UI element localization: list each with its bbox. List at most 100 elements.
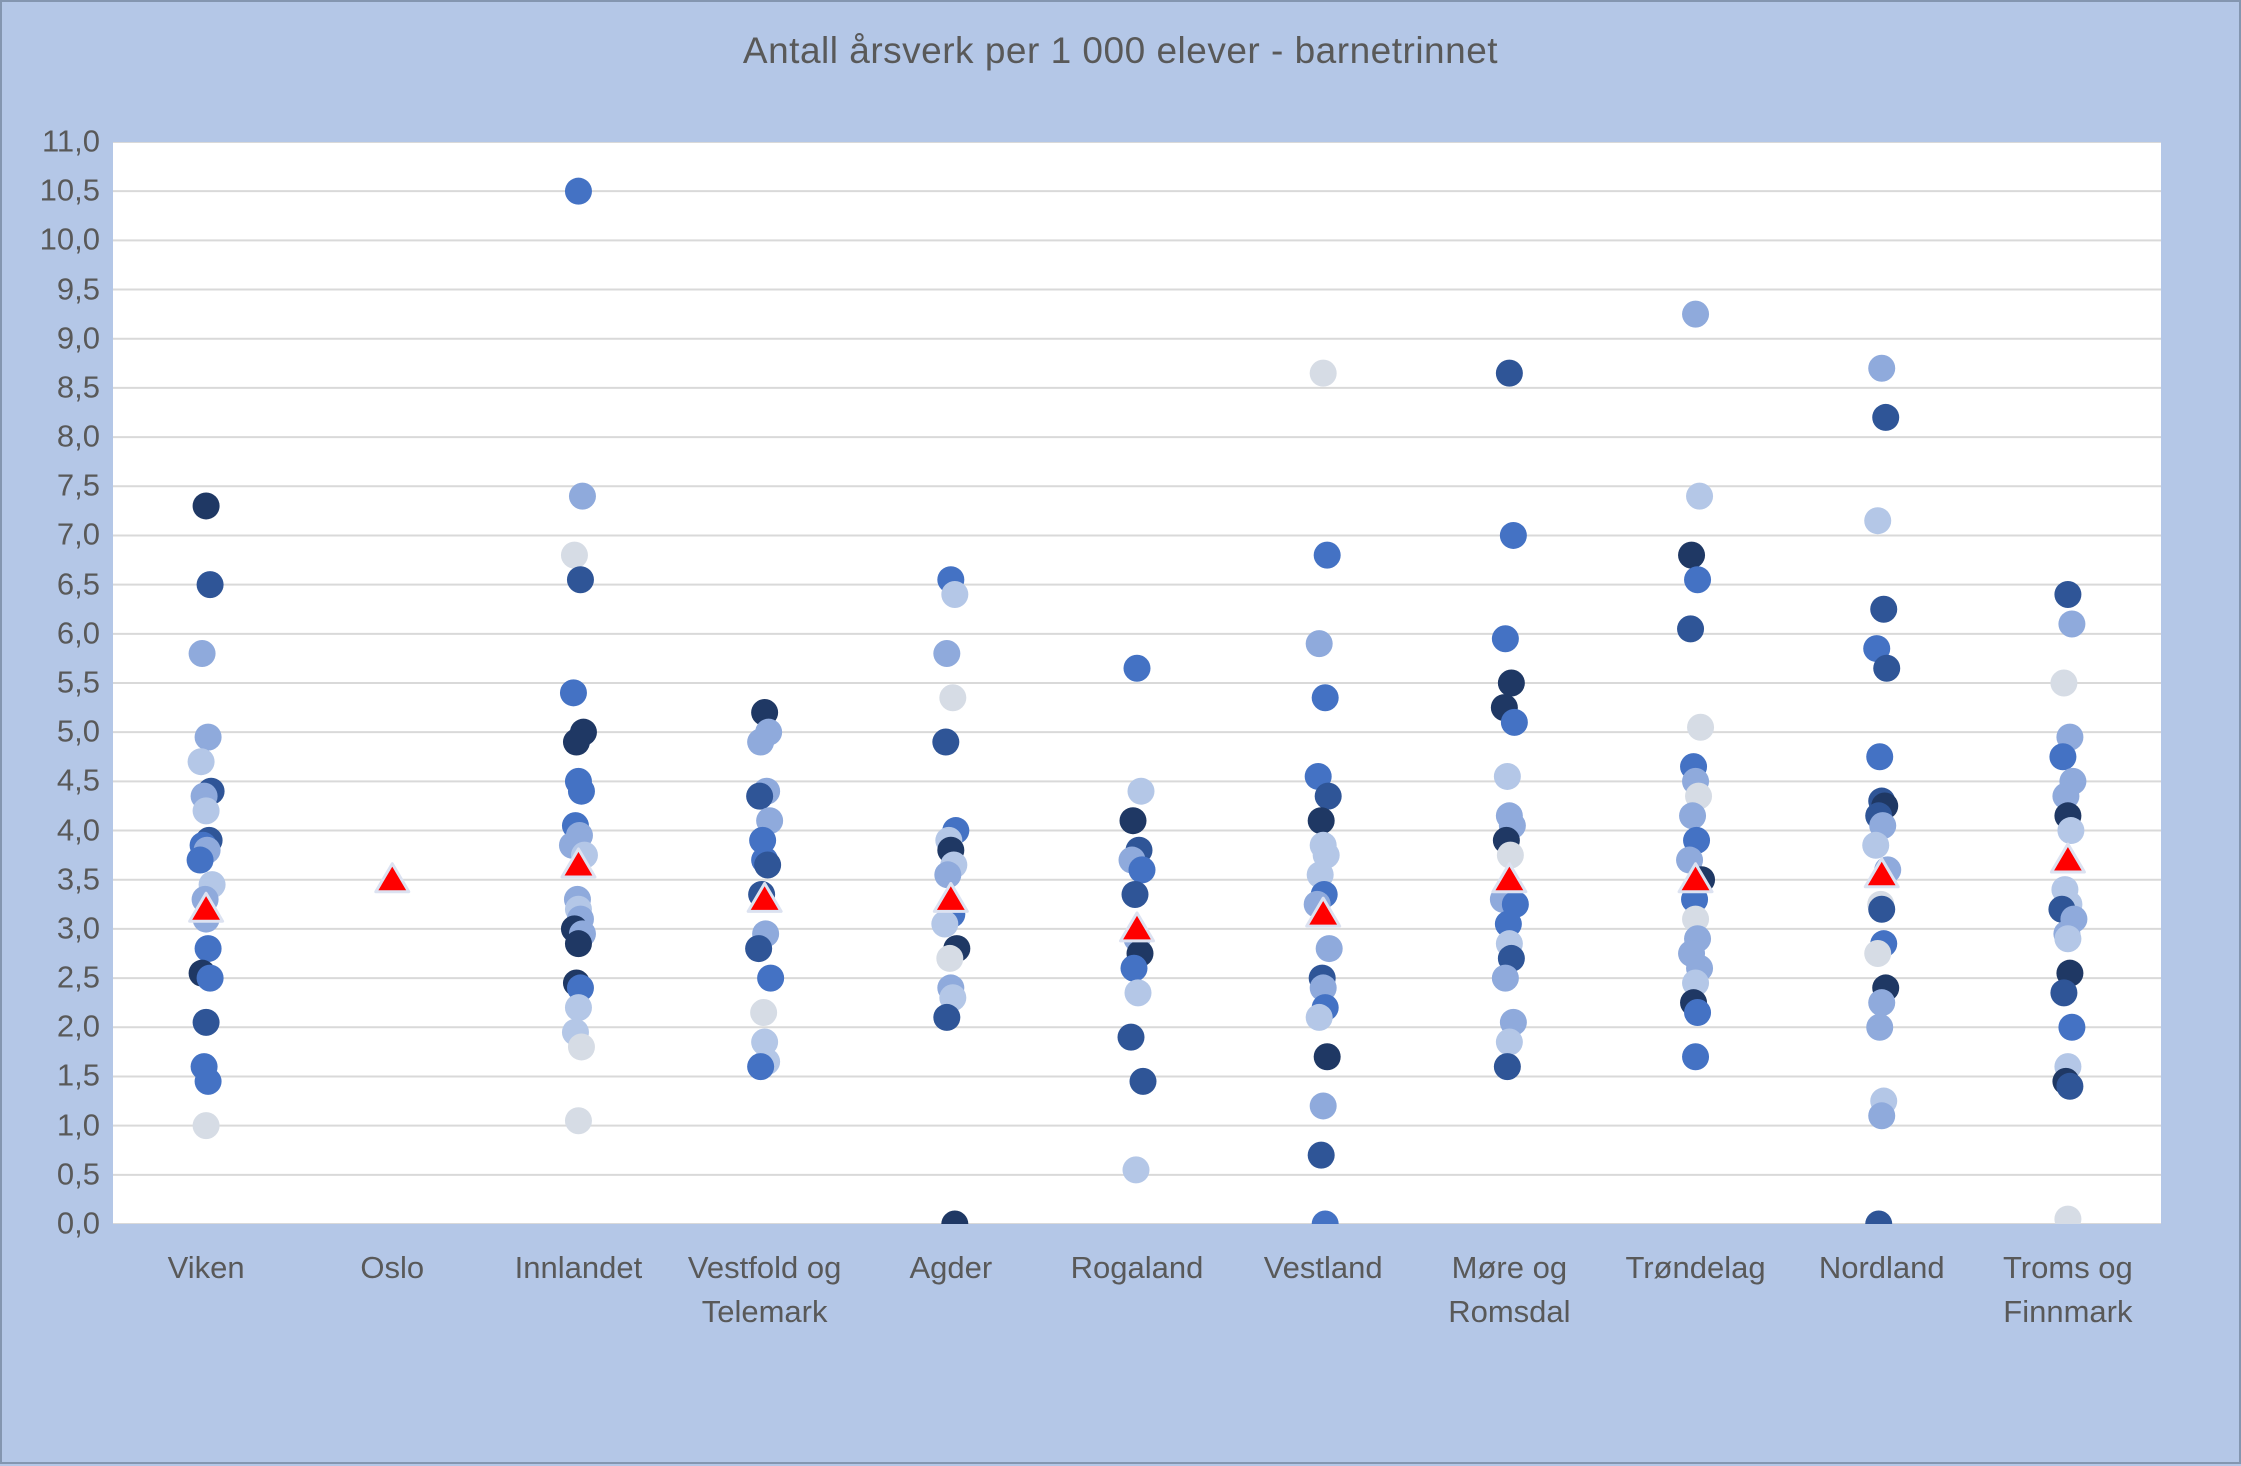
data-point bbox=[1495, 1028, 1523, 1056]
y-tick-label: 4,5 bbox=[56, 762, 100, 798]
data-point bbox=[564, 930, 592, 958]
data-point bbox=[1129, 1067, 1157, 1095]
y-tick-label: 6,5 bbox=[56, 565, 100, 601]
data-point bbox=[1873, 654, 1901, 682]
data-point bbox=[1307, 1141, 1335, 1169]
data-point bbox=[188, 639, 216, 667]
mean-marker-triangle bbox=[1305, 896, 1342, 928]
data-point bbox=[564, 177, 592, 205]
data-point bbox=[186, 846, 214, 874]
data-point bbox=[187, 748, 215, 776]
data-point bbox=[1123, 654, 1151, 682]
data-point bbox=[939, 684, 967, 712]
x-category-label: Rogaland bbox=[1070, 1250, 1204, 1285]
data-point bbox=[941, 1210, 969, 1224]
data-point bbox=[1124, 979, 1152, 1007]
data-point bbox=[1679, 802, 1707, 830]
y-tick-label: 2,0 bbox=[56, 1008, 100, 1044]
y-tick-label: 6,0 bbox=[56, 615, 100, 651]
data-point bbox=[2050, 669, 2078, 697]
data-point bbox=[1493, 762, 1521, 790]
data-point bbox=[745, 935, 773, 963]
y-tick-label: 8,0 bbox=[56, 418, 100, 454]
data-point bbox=[1684, 566, 1712, 594]
data-point bbox=[1862, 831, 1890, 859]
data-point bbox=[1121, 880, 1149, 908]
data-point bbox=[1494, 910, 1522, 938]
data-point bbox=[1311, 684, 1339, 712]
data-point bbox=[750, 999, 778, 1027]
data-point bbox=[1497, 669, 1525, 697]
x-category-label: Møre og Romsdal bbox=[1448, 1250, 1571, 1329]
y-tick-label: 3,5 bbox=[56, 860, 100, 896]
data-point bbox=[1120, 954, 1148, 982]
data-point bbox=[1117, 1023, 1145, 1051]
data-point bbox=[1491, 964, 1519, 992]
data-point bbox=[1307, 807, 1335, 835]
data-point bbox=[1866, 743, 1894, 771]
data-point bbox=[192, 1112, 220, 1140]
data-point bbox=[564, 1107, 592, 1135]
data-point bbox=[933, 1003, 961, 1031]
data-point bbox=[1309, 1092, 1337, 1120]
data-point bbox=[2056, 1072, 2084, 1100]
x-category-label: Oslo bbox=[360, 1250, 425, 1285]
data-point bbox=[194, 1067, 222, 1095]
data-point bbox=[936, 944, 964, 972]
data-point bbox=[1864, 940, 1892, 967]
data-point bbox=[1677, 615, 1705, 643]
data-point bbox=[2054, 580, 2082, 608]
y-tick-label: 9,5 bbox=[56, 270, 100, 306]
data-point bbox=[567, 1033, 595, 1061]
x-category-label: Nordland bbox=[1818, 1250, 1945, 1285]
mean-marker-triangle bbox=[746, 881, 783, 913]
data-point bbox=[1128, 856, 1156, 884]
data-point bbox=[2050, 979, 2078, 1007]
data-point bbox=[749, 826, 777, 854]
data-point bbox=[1305, 630, 1333, 658]
y-tick-label: 10,5 bbox=[39, 172, 100, 208]
mean-marker-triangle bbox=[1119, 911, 1155, 943]
data-point bbox=[2058, 1013, 2086, 1041]
data-point bbox=[1499, 521, 1527, 549]
data-point bbox=[196, 571, 224, 599]
y-tick-label: 7,0 bbox=[56, 516, 100, 552]
data-point bbox=[2057, 817, 2085, 845]
y-tick-label: 8,5 bbox=[56, 369, 100, 405]
data-point bbox=[568, 482, 596, 510]
data-point bbox=[559, 679, 587, 707]
data-point bbox=[931, 910, 959, 938]
data-point bbox=[1682, 300, 1710, 328]
mean-marker-triangle bbox=[374, 862, 411, 894]
data-point bbox=[1313, 541, 1341, 569]
data-point bbox=[2049, 743, 2077, 771]
data-point bbox=[1686, 482, 1714, 510]
data-point bbox=[1870, 595, 1898, 623]
data-point bbox=[941, 580, 969, 608]
data-point bbox=[566, 566, 594, 594]
y-tick-label: 3,0 bbox=[56, 910, 100, 946]
data-point bbox=[757, 964, 785, 992]
plot-svg bbox=[113, 142, 2161, 1224]
data-point bbox=[1872, 403, 1900, 431]
y-tick-label: 1,0 bbox=[56, 1106, 100, 1142]
data-point bbox=[1491, 625, 1519, 653]
data-point bbox=[2054, 1205, 2082, 1224]
data-point bbox=[1682, 905, 1710, 933]
x-category-label: Vestfold og Telemark bbox=[687, 1250, 842, 1329]
mean-marker-triangle bbox=[2049, 842, 2086, 874]
data-point bbox=[567, 777, 595, 805]
mean-marker-triangle bbox=[560, 847, 597, 879]
x-category-label: Trøndelag bbox=[1625, 1250, 1766, 1285]
data-point bbox=[192, 797, 220, 825]
y-tick-label: 0,5 bbox=[56, 1156, 100, 1192]
data-point bbox=[1122, 1156, 1150, 1184]
data-point bbox=[192, 492, 220, 520]
data-point bbox=[564, 994, 592, 1022]
data-point bbox=[1678, 541, 1706, 569]
data-point bbox=[747, 728, 775, 756]
data-point bbox=[747, 1053, 775, 1081]
y-tick-label: 0,0 bbox=[56, 1205, 100, 1241]
data-point bbox=[1864, 507, 1892, 535]
y-tick-label: 10,0 bbox=[39, 221, 100, 257]
